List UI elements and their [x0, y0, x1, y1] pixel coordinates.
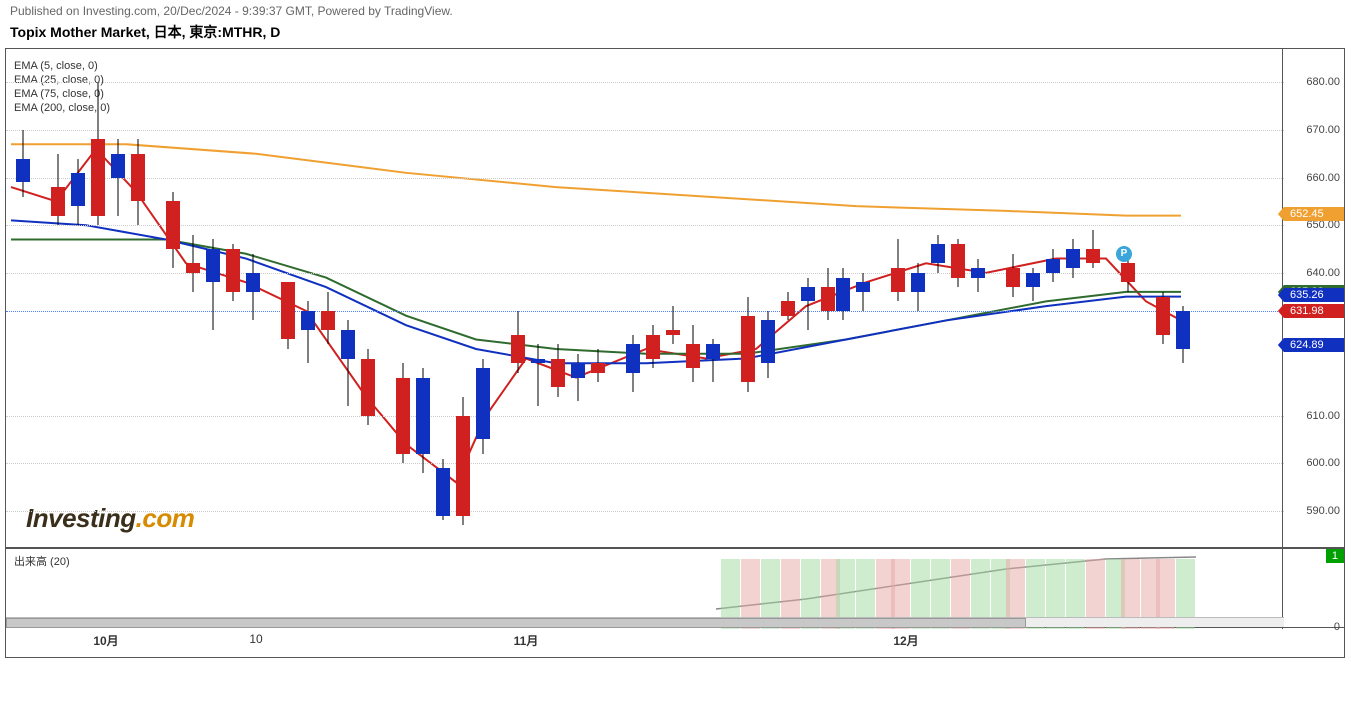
price-tag: 631.98 — [1284, 304, 1344, 318]
time-axis-tick: 12月 — [893, 632, 918, 649]
time-axis-tick: 10 — [249, 632, 262, 646]
price-gridline — [6, 178, 1284, 179]
price-axis-label: 590.00 — [1306, 505, 1340, 517]
price-axis-label: 640.00 — [1306, 267, 1340, 279]
published-text: Published on Investing.com, 20/Dec/2024 … — [10, 4, 453, 18]
ema-line-ema75 — [11, 220, 1181, 363]
price-gridline — [6, 82, 1284, 83]
price-tag: 624.89 — [1284, 338, 1344, 352]
price-gridline — [6, 130, 1284, 131]
published-header: Published on Investing.com, 20/Dec/2024 … — [0, 0, 1351, 20]
price-gridline — [6, 273, 1284, 274]
time-axis: 10月 10 11月 12月 — [5, 628, 1345, 658]
time-axis-tick: 11月 — [514, 632, 539, 649]
scroll-track[interactable] — [6, 617, 1284, 627]
price-gridline — [6, 416, 1284, 417]
ema-line-ema25 — [11, 239, 1181, 353]
ema-lines-svg — [6, 49, 1284, 549]
volume-last-tag: 1 — [1326, 549, 1344, 563]
price-axis-label: 660.00 — [1306, 172, 1340, 184]
ema-legend-item: EMA (5, close, 0) — [14, 59, 110, 73]
price-axis-label: 670.00 — [1306, 124, 1340, 136]
ema-legend-item: EMA (25, close, 0) — [14, 73, 110, 87]
price-axis-label: 610.00 — [1306, 410, 1340, 422]
price-gridline — [6, 511, 1284, 512]
price-axis-label: 600.00 — [1306, 457, 1340, 469]
ema-line-ema5 — [11, 149, 1181, 482]
scroll-thumb[interactable] — [6, 618, 1026, 628]
price-axis: 590.00 600.00 610.00 640.00 650.00 660.00 670.… — [1282, 49, 1344, 549]
price-gridline — [6, 463, 1284, 464]
price-axis-label: 650.00 — [1306, 219, 1340, 231]
ema-legend-item: EMA (200, close, 0) — [14, 101, 110, 115]
time-axis-tick: 10月 — [93, 632, 118, 649]
volume-panel[interactable]: 出来高 (20) 1 0 — [5, 548, 1345, 628]
price-tag: 652.45 — [1284, 207, 1344, 221]
instrument-title: Topix Mother Market, 日本, 東京:MTHR, D — [0, 20, 1351, 48]
price-axis-label: 680.00 — [1306, 76, 1340, 88]
price-gridline — [6, 225, 1284, 226]
ema-line-ema200 — [11, 144, 1181, 215]
ema-legend-item: EMA (75, close, 0) — [14, 87, 110, 101]
volume-legend: 出来高 (20) — [14, 553, 70, 569]
price-tag: 635.26 — [1284, 288, 1344, 302]
last-price-line — [6, 311, 1284, 312]
p-marker: P — [1116, 246, 1132, 262]
ema-legend-block: EMA (5, close, 0) EMA (25, close, 0) EMA… — [14, 59, 110, 115]
investing-watermark: Investing.com — [26, 503, 194, 534]
price-chart-area[interactable]: EMA (5, close, 0) EMA (25, close, 0) EMA… — [6, 49, 1284, 549]
volume-axis: 1 0 — [1282, 549, 1344, 629]
price-chart-panel[interactable]: EMA (5, close, 0) EMA (25, close, 0) EMA… — [5, 48, 1345, 548]
